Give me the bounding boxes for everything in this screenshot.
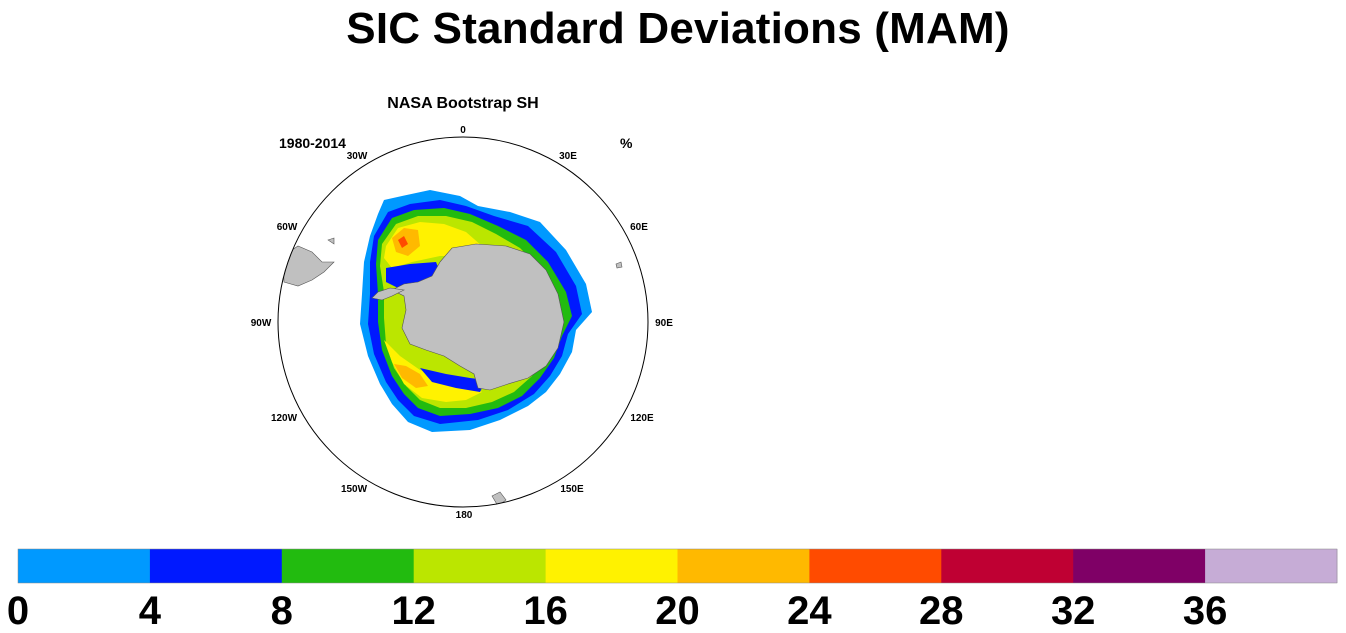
figure-title: SIC Standard Deviations (MAM)	[346, 4, 1010, 53]
longitude-label-90w: 90W	[251, 318, 272, 329]
colorbar-tick-label-12: 12	[391, 589, 436, 633]
polar-stereographic-map: 0 30E 60E 90E 120E 150E 180 150W 120W 90…	[251, 125, 674, 521]
colorbar-tick-labels: 0 4 8 12 16 20 24 28 32 36	[7, 589, 1227, 633]
longitude-label-60w: 60W	[277, 222, 298, 233]
colorbar-swatch-8	[1073, 549, 1206, 583]
longitude-label-150e: 150E	[560, 484, 584, 495]
colorbar-tick-label-8: 8	[271, 589, 293, 633]
colorbar-swatch-1	[149, 549, 283, 583]
map-boundary	[277, 136, 649, 508]
colorbar-swatch-3	[413, 549, 547, 583]
longitude-label-30e: 30E	[559, 151, 577, 162]
island-landmass	[327, 237, 335, 245]
units-label: %	[620, 135, 633, 151]
colorbar-swatch-2	[281, 549, 415, 583]
period-label: 1980-2014	[279, 135, 346, 151]
colorbar-swatch-0	[18, 549, 151, 583]
longitude-label-30w: 30W	[347, 151, 368, 162]
colorbar-swatch-4	[545, 549, 678, 583]
colorbar-swatch-9	[1205, 549, 1338, 583]
colorbar-tick-label-4: 4	[139, 589, 162, 633]
colorbar-tick-label-36: 36	[1183, 589, 1228, 633]
colorbar-swatches	[18, 549, 1338, 583]
sic-band-4-8-coastal	[420, 368, 486, 392]
colorbar-tick-label-32: 32	[1051, 589, 1096, 633]
colorbar-tick-label-20: 20	[655, 589, 700, 633]
sic-band-24-28	[398, 236, 408, 248]
colorbar: 0 4 8 12 16 20 24 28 32 36	[7, 548, 1338, 633]
sic-band-20-24	[394, 364, 428, 388]
longitude-label-90e: 90E	[655, 318, 673, 329]
colorbar-tick-label-28: 28	[919, 589, 964, 633]
colorbar-tick-label-24: 24	[787, 589, 832, 633]
south-america-landmass	[282, 245, 335, 287]
longitude-label-120e: 120E	[630, 413, 654, 424]
colorbar-outline	[17, 548, 1338, 584]
longitude-labels: 0 30E 60E 90E 120E 150E 180 150W 120W 90…	[251, 125, 674, 521]
colorbar-tick-label-16: 16	[523, 589, 568, 633]
longitude-label-0: 0	[460, 125, 466, 136]
map-title: NASA Bootstrap SH	[387, 95, 539, 112]
sic-band-4-8-coastal	[386, 262, 440, 288]
colorbar-swatch-6	[809, 549, 942, 583]
colorbar-swatch-5	[677, 549, 810, 583]
antarctic-peninsula	[371, 287, 405, 301]
longitude-label-180: 180	[456, 510, 473, 521]
island-landmass	[615, 261, 623, 269]
longitude-label-150w: 150W	[341, 484, 368, 495]
longitude-label-60e: 60E	[630, 222, 648, 233]
colorbar-swatch-7	[941, 549, 1074, 583]
longitude-label-120w: 120W	[271, 413, 298, 424]
map-contents	[282, 190, 623, 507]
colorbar-tick-label-0: 0	[7, 589, 29, 633]
